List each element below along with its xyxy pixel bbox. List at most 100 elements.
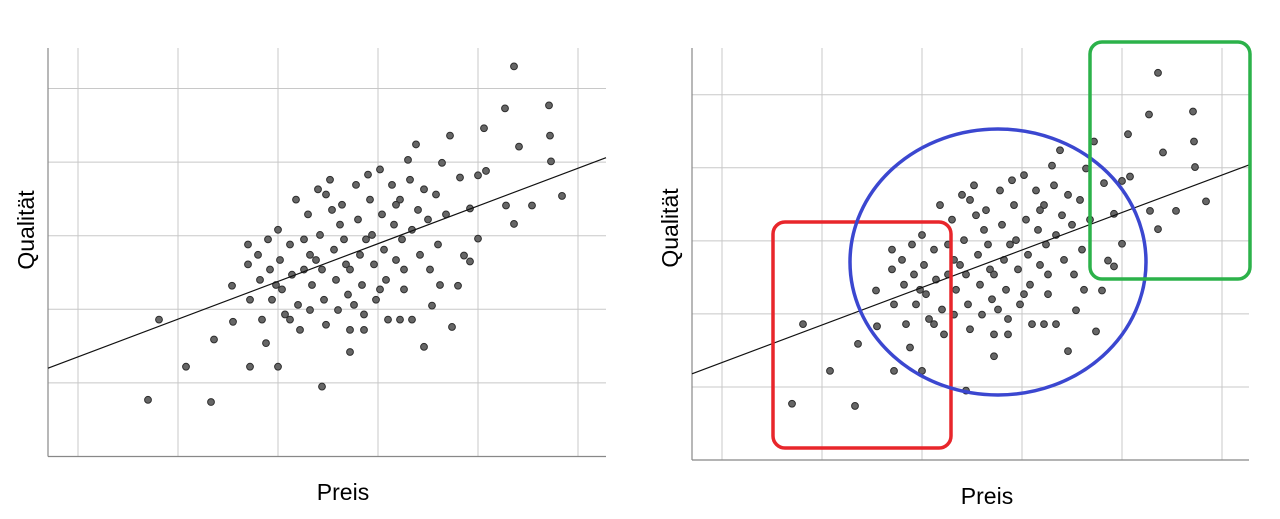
point	[474, 171, 482, 180]
point	[1040, 320, 1048, 329]
point	[446, 131, 454, 140]
point	[362, 235, 370, 244]
point	[1032, 186, 1040, 195]
point	[1118, 239, 1126, 248]
point	[990, 330, 998, 339]
point	[207, 398, 215, 406]
point	[406, 175, 414, 184]
point	[400, 285, 408, 294]
point	[344, 290, 352, 299]
point	[1191, 163, 1199, 171]
point	[1104, 256, 1112, 265]
point	[328, 206, 336, 214]
point	[474, 234, 482, 243]
point	[210, 335, 218, 344]
point	[1008, 176, 1016, 185]
point	[312, 256, 320, 264]
point	[144, 395, 152, 404]
point	[380, 245, 388, 254]
point	[1064, 190, 1072, 199]
point	[948, 215, 956, 224]
point	[392, 200, 400, 209]
point	[547, 157, 555, 166]
point	[515, 142, 523, 151]
point	[376, 285, 384, 294]
point	[1002, 285, 1010, 294]
point	[258, 315, 266, 324]
point	[244, 260, 252, 269]
point	[322, 320, 330, 329]
point	[398, 235, 406, 244]
point	[416, 250, 424, 259]
point	[1082, 164, 1090, 173]
point	[1098, 286, 1106, 295]
point	[1044, 290, 1052, 299]
point	[1154, 225, 1162, 234]
point	[336, 220, 344, 229]
point	[414, 206, 422, 214]
x-axis-label: Preis	[961, 483, 1013, 509]
point	[952, 285, 960, 294]
point	[888, 265, 896, 274]
point	[980, 225, 988, 234]
point	[906, 343, 914, 352]
point	[872, 286, 880, 295]
point	[558, 192, 566, 200]
point	[976, 280, 984, 289]
point	[1020, 171, 1028, 180]
point	[956, 261, 964, 269]
point	[998, 220, 1006, 229]
point	[982, 206, 990, 215]
point	[404, 155, 412, 164]
point	[1052, 320, 1060, 329]
point	[286, 240, 294, 249]
point	[984, 240, 992, 249]
point	[384, 315, 392, 324]
point	[958, 190, 966, 199]
point	[304, 210, 312, 219]
point	[426, 265, 434, 274]
point	[962, 386, 970, 395]
point	[922, 290, 930, 299]
point	[228, 281, 236, 290]
point	[990, 270, 998, 279]
point	[340, 235, 348, 244]
point	[264, 235, 272, 244]
point	[1034, 225, 1042, 234]
point	[330, 245, 338, 254]
point	[352, 181, 360, 189]
point	[1056, 146, 1064, 155]
point	[390, 220, 398, 229]
point	[930, 245, 938, 254]
point	[966, 325, 974, 334]
point	[978, 310, 986, 319]
point	[274, 362, 282, 371]
point	[246, 295, 254, 304]
point	[292, 195, 300, 204]
point	[888, 245, 896, 254]
point	[920, 261, 928, 269]
point	[826, 366, 834, 375]
point	[873, 322, 881, 331]
point	[338, 200, 346, 209]
point	[254, 250, 262, 259]
point	[306, 306, 314, 314]
point	[972, 211, 980, 220]
point	[1058, 211, 1066, 220]
point	[890, 366, 898, 375]
point	[182, 362, 190, 371]
point	[229, 317, 237, 326]
point	[996, 186, 1004, 195]
point	[1044, 270, 1052, 279]
point	[1050, 181, 1058, 190]
point	[412, 140, 420, 149]
point	[545, 101, 553, 110]
point	[966, 196, 974, 204]
point	[1070, 270, 1078, 279]
point	[432, 190, 440, 199]
point	[396, 315, 404, 324]
point	[1118, 177, 1126, 185]
point	[322, 190, 330, 199]
